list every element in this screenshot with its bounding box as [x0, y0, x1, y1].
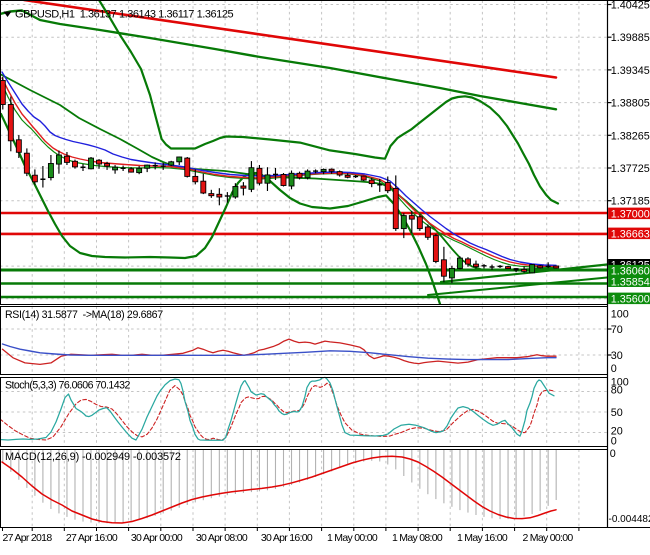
svg-text:0: 0	[611, 363, 617, 375]
svg-text:2 May 00:00: 2 May 00:00	[522, 532, 573, 544]
svg-text:50: 50	[611, 407, 623, 419]
svg-text:1 May 16:00: 1 May 16:00	[457, 532, 508, 544]
svg-text:1.35600: 1.35600	[611, 293, 650, 305]
svg-text:30 Apr 16:00: 30 Apr 16:00	[261, 532, 313, 544]
svg-text:1 May 00:00: 1 May 00:00	[327, 532, 378, 544]
svg-text:RSI(14) 31.5877 ->MA(18) 29.6: RSI(14) 31.5877 ->MA(18) 29.6867	[5, 309, 163, 321]
svg-text:1 May 08:00: 1 May 08:00	[392, 532, 443, 544]
svg-text:30: 30	[611, 350, 623, 362]
svg-text:0: 0	[610, 448, 616, 460]
svg-text:1.40425: 1.40425	[611, 0, 650, 12]
svg-text:1.35854: 1.35854	[611, 277, 650, 289]
svg-text:1.37000: 1.37000	[611, 208, 650, 220]
svg-text:-0.004482: -0.004482	[609, 514, 650, 525]
svg-text:30 Apr 08:00: 30 Apr 08:00	[196, 532, 248, 544]
svg-text:27 Apr 2018: 27 Apr 2018	[3, 532, 53, 544]
svg-text:1.36663: 1.36663	[611, 228, 650, 240]
svg-text:100: 100	[611, 309, 629, 321]
svg-text:70: 70	[611, 324, 623, 336]
svg-text:80: 80	[611, 385, 623, 397]
svg-text:0: 0	[611, 436, 617, 448]
svg-text:1.37725: 1.37725	[611, 163, 650, 175]
svg-text:GBPUSD,H1 1.36137 1.36143 1.3: GBPUSD,H1 1.36137 1.36143 1.36117 1.3612…	[15, 9, 234, 21]
svg-text:30 Apr 00:00: 30 Apr 00:00	[131, 532, 183, 544]
svg-text:Stoch(5,3,3) 76.0606 70.1432: Stoch(5,3,3) 76.0606 70.1432	[5, 380, 130, 392]
svg-text:1.39345: 1.39345	[611, 65, 650, 77]
svg-text:1.38265: 1.38265	[611, 130, 650, 142]
svg-text:1.38805: 1.38805	[611, 98, 650, 110]
svg-text:1.39885: 1.39885	[611, 32, 650, 44]
svg-text:27 Apr 16:00: 27 Apr 16:00	[66, 532, 118, 544]
svg-text:MACD(12,26,9) -0.002949 -0.003: MACD(12,26,9) -0.002949 -0.003572	[5, 451, 181, 463]
svg-text:1.37185: 1.37185	[611, 196, 650, 208]
